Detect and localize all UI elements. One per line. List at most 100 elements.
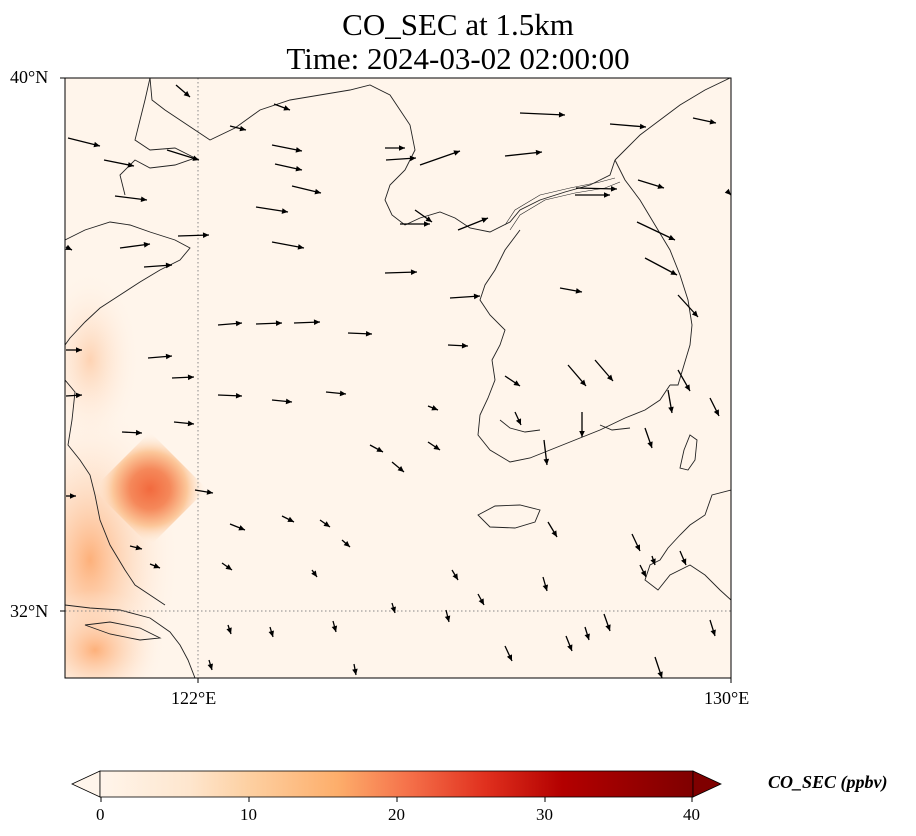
colorbar-label-0: 0 <box>96 805 105 824</box>
lon-label-122: 122°E <box>171 688 217 708</box>
map-area <box>65 78 731 678</box>
wind-arrow-head <box>65 244 72 250</box>
chart-title-line2: Time: 2024-03-02 02:00:00 <box>286 41 630 76</box>
yalu-border-2 <box>509 181 621 231</box>
wind-arrow-head <box>606 374 613 381</box>
wind-arrow-head <box>579 431 585 437</box>
wind-arrow-head <box>295 147 302 153</box>
wind-arrow-head <box>710 629 716 636</box>
wind-arrow-head <box>681 558 687 565</box>
wind-arrow-head <box>551 530 557 537</box>
wind-arrow-head <box>670 269 677 275</box>
wind-arrow-head <box>76 347 82 353</box>
coastline-korea-west <box>477 229 671 463</box>
wind-arrow-shaft <box>636 221 676 241</box>
wind-arrow-head <box>135 544 142 551</box>
wind-arrow-head <box>281 208 288 214</box>
wind-arrow-head <box>183 90 190 97</box>
lon-label-130: 130°E <box>704 688 750 708</box>
wind-arrow-head <box>543 458 550 465</box>
wind-arrow-head <box>70 493 76 499</box>
wind-arrow-head <box>268 630 274 637</box>
wind-arrow-head <box>668 406 674 413</box>
yalu-border <box>504 177 616 226</box>
wind-arrow-head <box>365 330 372 337</box>
wind-arrow-head <box>135 429 142 436</box>
wind-arrow-head <box>187 420 194 427</box>
colorbar <box>71 770 722 802</box>
wind-arrow-head <box>390 606 396 613</box>
wind-arrow-head <box>640 570 646 577</box>
wind-arrow-head <box>410 269 417 275</box>
lat-label-40: 40°N <box>10 67 49 87</box>
tsushima-island <box>679 434 698 471</box>
wind-arrow-head <box>515 418 522 425</box>
wind-arrow-head <box>295 165 302 172</box>
colorbar-label-10: 10 <box>240 805 257 824</box>
wind-arrow-head <box>650 558 656 565</box>
wind-arrow-shaft <box>519 112 566 116</box>
co-hotspot <box>93 432 207 546</box>
wind-arrow-shaft <box>644 257 678 276</box>
yangtze-estuary <box>65 604 196 678</box>
wind-arrow-head <box>724 188 731 195</box>
wind-arrow-shaft <box>504 151 543 157</box>
wind-arrow-head <box>691 310 698 317</box>
wind-arrow-head <box>604 192 610 198</box>
wind-arrow-head <box>558 111 565 118</box>
wind-arrow-head <box>140 196 147 203</box>
wind-arrow-head <box>433 444 440 450</box>
coastline-northkorea-east <box>614 78 731 161</box>
wind-arrow-head <box>192 155 199 161</box>
wind-arrow-head <box>713 409 719 416</box>
wind-arrow-head <box>431 405 438 411</box>
wind-arrow-head <box>202 232 209 238</box>
wind-arrow-head <box>238 525 245 531</box>
concentration-band-south <box>65 590 165 678</box>
wind-arrow-head <box>287 516 294 522</box>
wind-arrow-head <box>339 390 346 397</box>
wind-arrow-head <box>567 644 573 651</box>
ullung-korea-south-islands <box>499 419 631 433</box>
wind-arrow-head <box>535 149 542 156</box>
map-border <box>64 77 732 679</box>
coastline-bohai-north <box>149 78 616 233</box>
wind-arrow-head <box>481 217 488 223</box>
wind-arrow-head <box>313 319 320 326</box>
colorbar-title: CO_SEC (ppbv) <box>768 772 888 792</box>
wind-vectors <box>65 84 731 678</box>
wind-arrow-head <box>314 188 321 195</box>
wind-arrow-head <box>513 380 520 386</box>
colorbar-label-30: 30 <box>536 805 553 824</box>
wind-arrow-head <box>579 379 586 386</box>
wind-arrow-head <box>93 141 100 148</box>
wind-arrow-head <box>452 573 458 580</box>
wind-arrow-head <box>657 183 664 189</box>
wind-arrow-head <box>506 654 512 661</box>
wind-arrow-head <box>657 671 663 678</box>
wind-arrow-head <box>376 446 383 452</box>
kyushu-coast <box>644 489 731 601</box>
wind-arrow-shaft <box>609 123 647 128</box>
wind-arrow-head <box>425 216 432 222</box>
coastline-shandong <box>65 221 191 346</box>
wind-arrow-head <box>283 105 290 111</box>
lat-label-32: 32°N <box>10 601 49 621</box>
wind-arrow-head <box>709 118 716 125</box>
wind-arrow-head <box>226 627 232 634</box>
coastline-jiangsu <box>65 379 166 606</box>
wind-arrow-head <box>165 353 172 360</box>
colorbar-gradient <box>99 770 694 798</box>
colorbar-label-40: 40 <box>683 805 700 824</box>
jeju-island <box>477 504 541 529</box>
wind-arrow-head <box>297 244 304 250</box>
wind-arrow-head <box>187 374 194 381</box>
wind-arrow-head <box>639 123 646 130</box>
wind-arrow-head <box>165 262 172 269</box>
wind-arrow-head <box>444 615 451 622</box>
coastline-korea-east <box>614 159 693 386</box>
wind-arrow-head <box>397 466 404 472</box>
wind-arrow-head <box>668 234 675 240</box>
wind-arrow-head <box>647 441 653 448</box>
chart-title-line1: CO_SEC at 1.5km <box>342 7 574 42</box>
